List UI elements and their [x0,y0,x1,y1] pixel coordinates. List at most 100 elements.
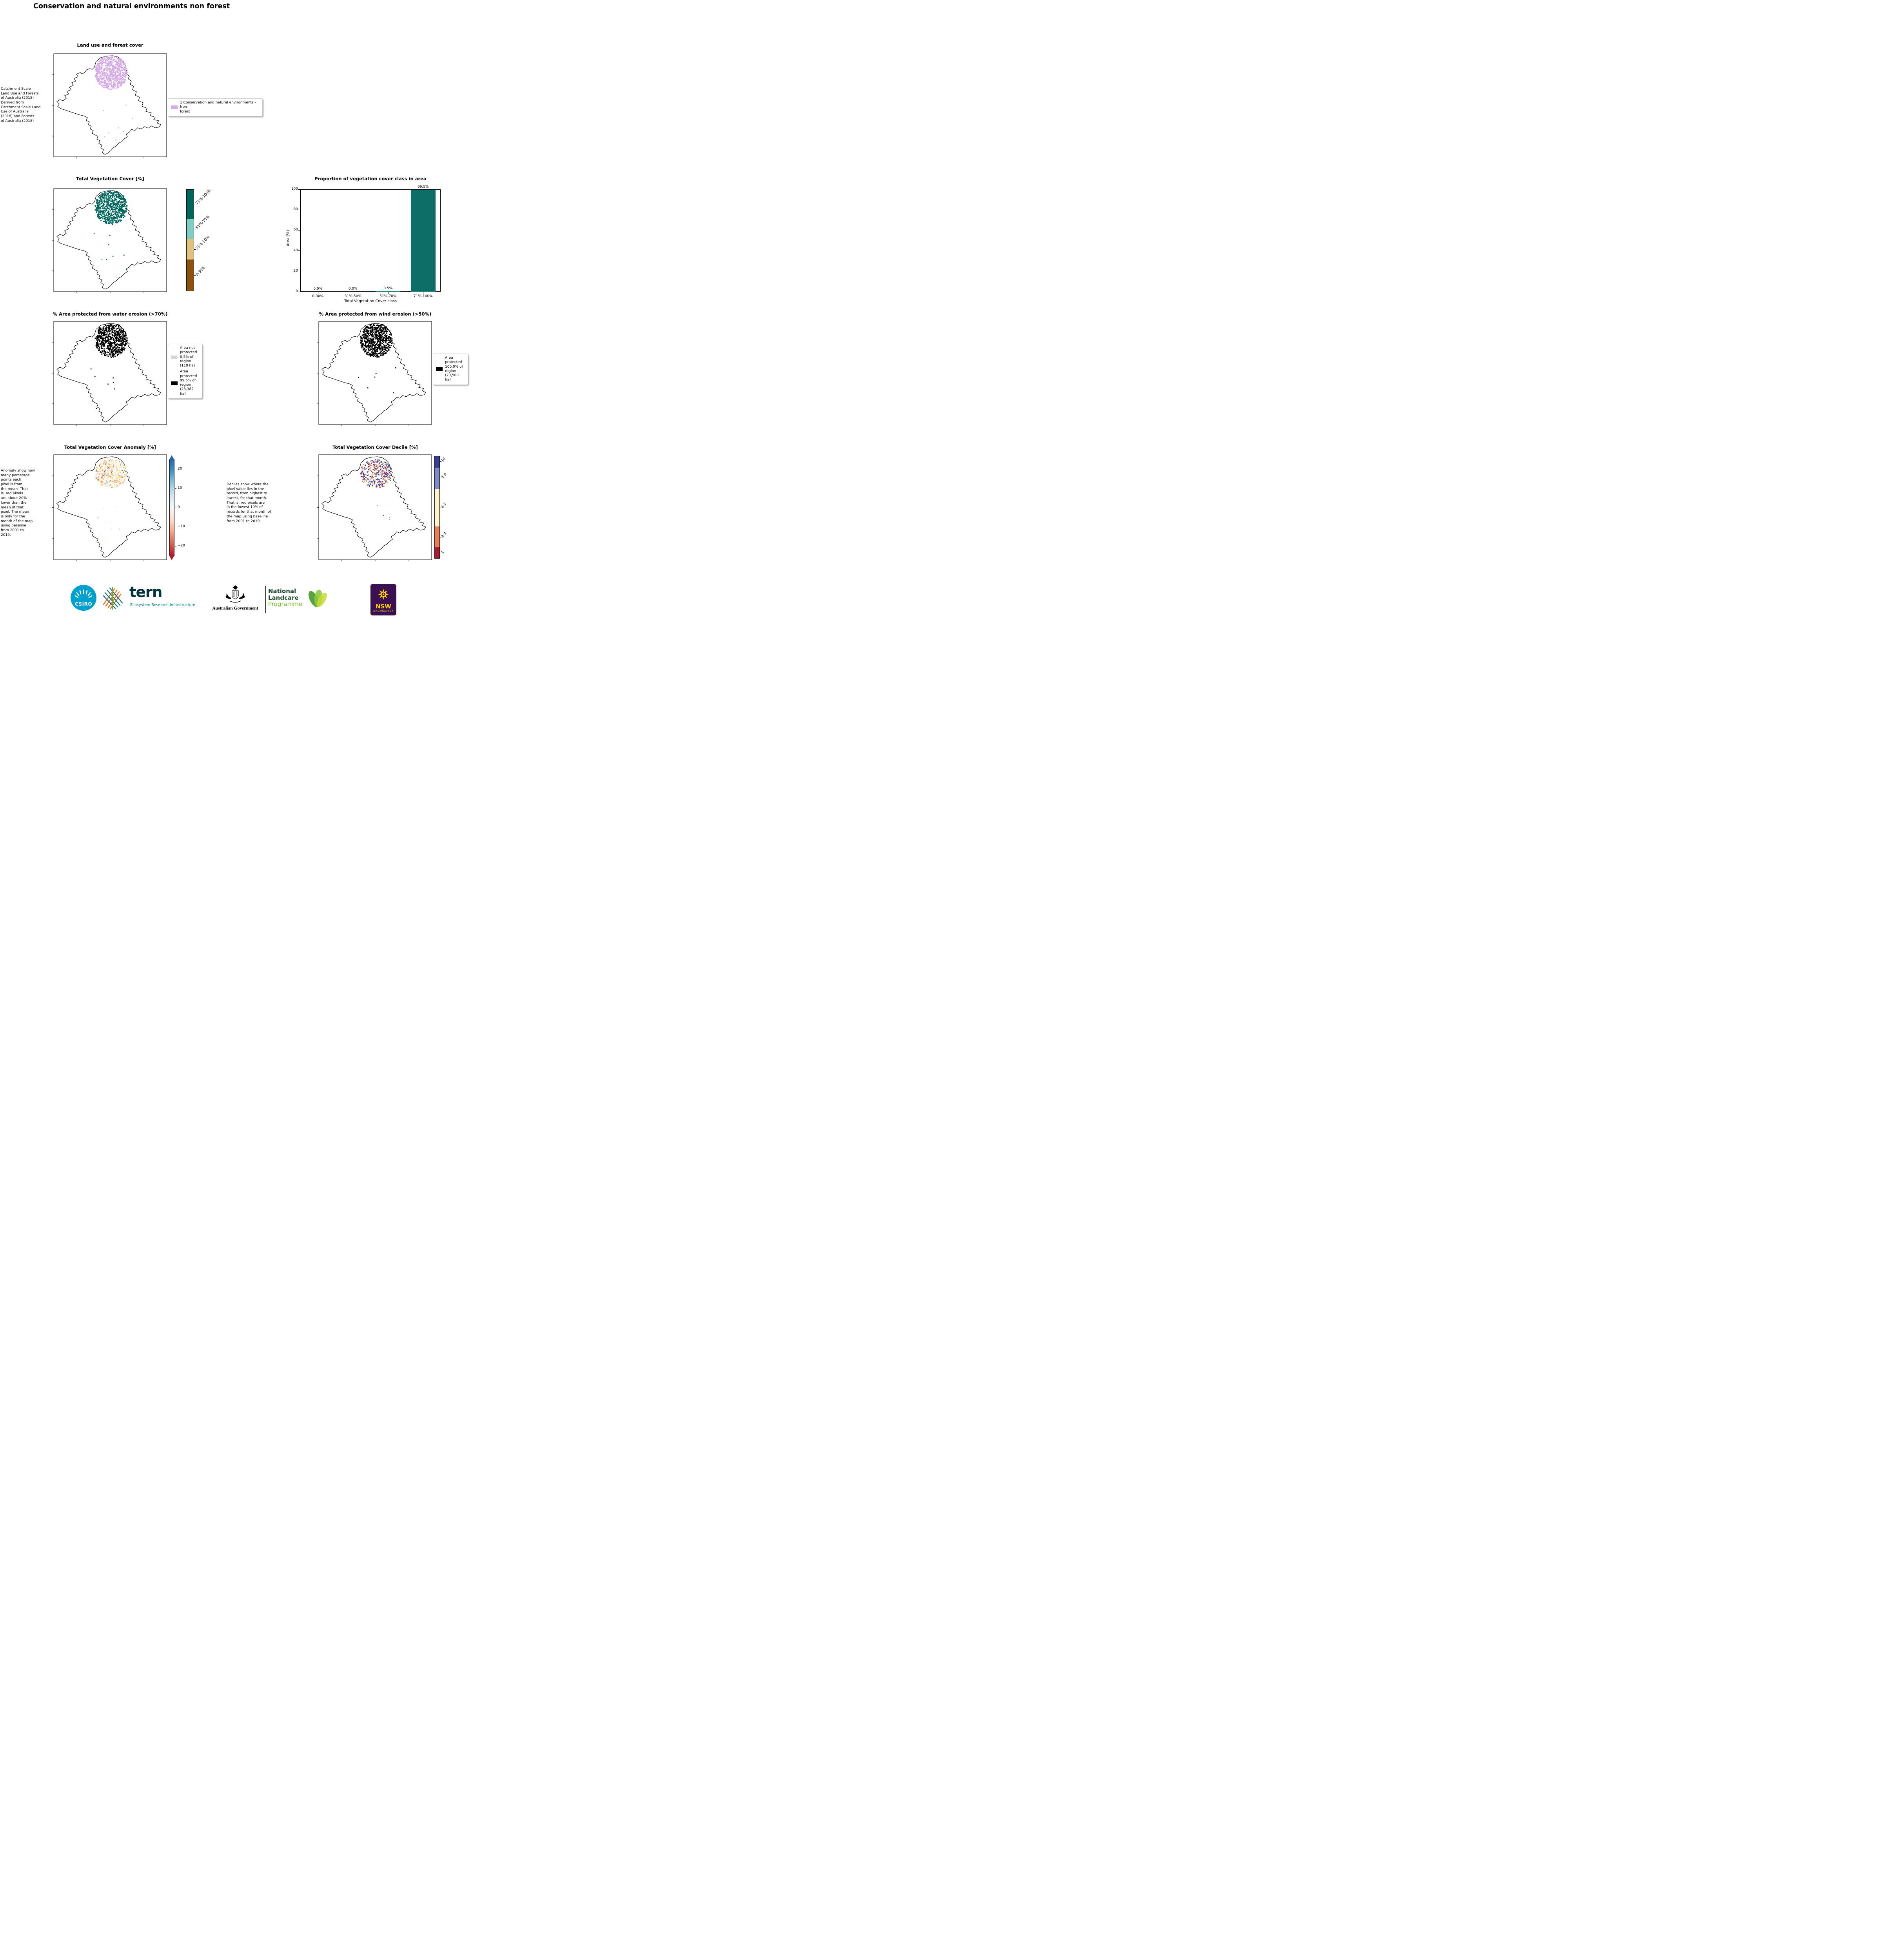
colorbar-segment [435,467,439,489]
anomaly-caption: Anomaly show how many percetage points e… [1,469,35,537]
water-erosion-title: % Area protected from water erosion (>70… [53,311,168,317]
area-protected-label: Area protected 99.5% of region (23,382 h… [180,370,197,396]
veg-cb-label-2: 51%-70% [195,214,211,230]
wind-protected-label: Area protected 100.0% of region (23,500 … [445,356,463,382]
land-use-map [52,53,167,158]
colorbar-segment [435,547,439,558]
y-tick-label: 80 [293,207,298,212]
area-not-protected-label: Area not protected 0.5% of region (118 h… [180,346,197,368]
report-page: Conservation and natural environments no… [0,0,470,619]
anomaly-tick-20: 20 [178,467,182,471]
bar-value-label: 0.0% [348,287,358,291]
veg-cb-label-1: 71%-100% [195,188,212,206]
wind-erosion-pixels [358,324,396,394]
colorbar-tick [194,275,196,276]
area-not-protected-swatch [171,355,178,359]
decile-cb-label-8-9: 8-9 [440,472,448,480]
colorbar-segment [187,239,194,260]
landcare-wordmark: National Landcare Programme [268,588,302,608]
land-use-caption: Catchment Scale Land Use and Forests of … [1,87,41,123]
area-protected-swatch [171,381,178,385]
decile-cb-label-4-7: 4-7 [440,502,448,510]
anomaly-tick-m10: −10 [178,524,185,528]
bar-chart-plot [300,189,441,292]
bar-chart-xlabel: Total Vegetation Cover class [344,299,397,303]
anomaly-tick-m20: −20 [178,544,185,548]
land-use-title: Land use and forest cover [77,42,143,48]
bar-chart-title: Proportion of vegetation cover class in … [314,176,427,181]
y-tick-label: 0 [296,289,298,293]
wind-erosion-title: % Area protected from wind erosion (>50%… [319,311,432,317]
page-title: Conservation and natural environments no… [33,2,230,10]
australian-government-label: Australian Government [212,606,258,611]
decile-cb-label-1: 1 [440,550,445,555]
y-tick-label: 60 [293,228,298,232]
bar-value-label: 0.0% [313,287,323,291]
anomaly-tick-10: 10 [178,486,182,490]
wind-erosion-legend: Area protected 100.0% of region (23,500 … [433,354,468,385]
land-use-legend-label: 1 Conservation and natural environments … [180,101,256,114]
landcare-leaves-icon [309,590,327,607]
veg-cover-pixels [93,191,128,272]
colorbar-tick [194,249,196,250]
colorbar-segment [187,260,194,291]
y-tick-mark [298,250,300,251]
landcare-line-1: National [268,588,296,595]
bar-value-label: 0.5% [383,286,393,290]
veg-cover-colorbar [186,189,194,291]
water-erosion-pixels [90,324,128,409]
water-erosion-legend: Area not protected 0.5% of region (118 h… [168,344,202,399]
land-use-pixels [95,56,133,141]
y-tick-label: 20 [293,269,298,273]
x-tick-label: 0-30% [312,294,324,298]
landcare-line-2: Landcare [268,594,299,601]
decile-map [317,454,432,562]
x-tick-label: 51%-70% [379,294,397,298]
anomaly-colorbar-arrow-bottom [169,556,174,560]
bar-value-label: 99.5% [417,185,429,189]
anomaly-colorbar-arrow-top [169,455,174,459]
anomaly-tick-0: 0 [178,505,180,509]
y-tick-label: 40 [293,248,298,252]
x-tick-label: 31%-50% [344,294,361,298]
water-erosion-map [52,321,167,426]
x-tick-label: 71%-100% [413,294,433,298]
veg-cb-label-3: 31%-50% [195,235,211,251]
australian-government-crest-icon [225,585,245,603]
decile-cb-label-10: 10 [440,457,447,463]
nsw-government-label: GOVERNMENT [373,610,394,613]
decile-cb-label-2-3: 2-3 [440,531,448,539]
veg-cb-label-4: 0-30% [195,265,207,277]
csiro-logo: CSIRO [71,585,96,611]
csiro-rays-icon [74,589,93,598]
colorbar-segment [435,526,439,547]
y-tick-label: 100 [291,187,298,191]
nsw-waratah-icon [378,589,389,600]
nsw-government-logo: NSW GOVERNMENT [370,584,396,615]
nsw-label: NSW [376,603,391,610]
wind-protected-swatch [436,367,443,371]
tern-leaf-icon [103,586,123,610]
colorbar-tick [440,461,441,462]
decile-caption: Deciles show where the pixel value lies … [227,483,271,523]
land-use-legend-swatch [171,105,178,109]
colorbar-segment [435,456,439,468]
colorbar-segment [187,219,194,240]
colorbar-segment [435,489,439,527]
wind-erosion-map [317,321,432,426]
tern-subtitle: Ecosystem Research Infrastructure [130,603,196,607]
x-tick-mark [388,292,389,294]
footer-divider [265,586,266,613]
veg-cover-map [52,188,167,293]
anomaly-map [52,454,167,562]
anomaly-colorbar [169,459,174,556]
anomaly-title: Total Vegetation Cover Anomaly [%] [64,445,156,450]
bar [410,190,436,292]
decile-colorbar [434,456,440,559]
landcare-line-3: Programme [268,601,303,608]
tern-wordmark: tern [129,584,162,601]
decile-pixels [359,459,396,544]
csiro-label: CSIRO [74,601,93,607]
bar [376,291,401,292]
land-use-legend: 1 Conservation and natural environments … [168,98,263,116]
